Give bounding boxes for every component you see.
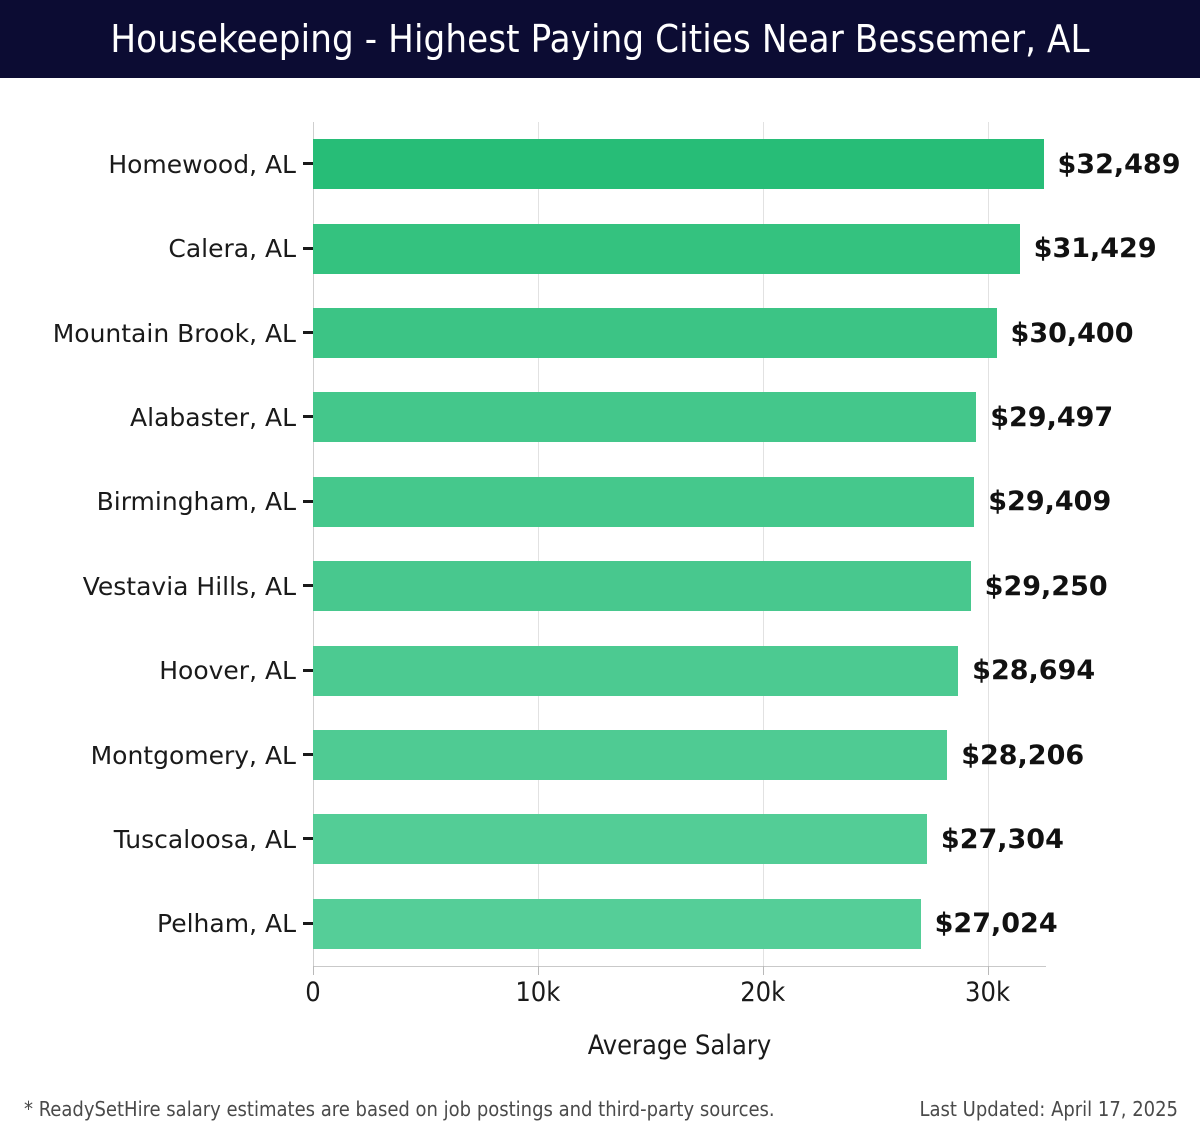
bar-row: Pelham, AL $27,024 [0, 898, 1200, 949]
bar-value-label: $29,250 [984, 570, 1108, 602]
bar-row: Homewood, AL $32,489 [0, 139, 1200, 190]
y-axis-line [313, 122, 314, 966]
bar[interactable] [313, 561, 971, 612]
bar[interactable] [313, 645, 959, 696]
bar-value-label: $29,497 [990, 401, 1114, 433]
page-title: Housekeeping - Highest Paying Cities Nea… [110, 17, 1090, 61]
bar[interactable] [313, 308, 997, 358]
x-tick-mark [987, 966, 989, 975]
x-axis-line [313, 966, 1046, 967]
bar-value-label: $32,489 [1057, 148, 1181, 180]
category-label: Hoover, AL [159, 656, 296, 686]
category-label: Mountain Brook, AL [52, 318, 296, 348]
category-label: Montgomery, AL [90, 740, 296, 770]
x-tick-label: 10k [515, 977, 561, 1008]
x-tick-label: 20k [740, 977, 786, 1008]
bar-row: Montgomery, AL $28,206 [0, 730, 1200, 780]
x-tick-mark [762, 966, 764, 975]
bar-value-label: $30,400 [1010, 317, 1134, 349]
bar[interactable] [313, 139, 1044, 190]
bar[interactable] [313, 476, 975, 527]
bar-value-label: $28,694 [972, 655, 1096, 687]
bar-row: Hoover, AL $28,694 [0, 645, 1200, 696]
x-tick-label: 30k [965, 977, 1011, 1008]
category-label: Calera, AL [168, 234, 296, 264]
y-tick-mark [303, 921, 313, 925]
x-axis-title: Average Salary [587, 1030, 772, 1061]
bar[interactable] [313, 898, 921, 949]
bar-row: Vestavia Hills, AL $29,250 [0, 561, 1200, 612]
bar-value-label: $27,024 [934, 908, 1058, 940]
x-tick-label: 0 [305, 977, 321, 1008]
gridline [537, 122, 539, 966]
bar[interactable] [313, 814, 927, 865]
bar-value-label: $29,409 [988, 486, 1112, 518]
category-label: Tuscaloosa, AL [113, 824, 296, 854]
bar-row: Tuscaloosa, AL $27,304 [0, 814, 1200, 865]
bar-value-label: $27,304 [940, 823, 1064, 855]
x-tick-mark [537, 966, 539, 975]
footer-last-updated: Last Updated: April 17, 2025 [919, 1097, 1179, 1121]
y-tick-mark [303, 753, 313, 756]
footer-note: * ReadySetHire salary estimates are base… [24, 1097, 775, 1121]
y-tick-mark [303, 331, 313, 334]
category-label: Pelham, AL [157, 909, 296, 939]
gridline [762, 122, 764, 966]
y-tick-mark [303, 162, 313, 166]
y-tick-mark [303, 415, 313, 419]
category-label: Birmingham, AL [96, 487, 296, 517]
y-tick-mark [303, 668, 313, 672]
y-tick-mark [303, 837, 313, 841]
y-tick-mark [303, 246, 313, 250]
header-band [0, 0, 1200, 78]
bar-row: Calera, AL $31,429 [0, 223, 1200, 274]
x-tick-mark [313, 966, 314, 975]
bar-row: Birmingham, AL $29,409 [0, 476, 1200, 527]
gridline [987, 122, 989, 966]
y-tick-mark [303, 499, 313, 503]
bar-value-label: $31,429 [1033, 233, 1157, 265]
y-tick-mark [303, 584, 313, 588]
category-label: Homewood, AL [108, 149, 296, 179]
bar[interactable] [313, 392, 977, 443]
bar[interactable] [313, 223, 1020, 274]
bar-value-label: $28,206 [961, 739, 1085, 771]
bar-row: Alabaster, AL $29,497 [0, 392, 1200, 443]
bar[interactable] [313, 730, 948, 780]
bar-row: Mountain Brook, AL $30,400 [0, 308, 1200, 358]
category-label: Vestavia Hills, AL [82, 571, 296, 601]
category-label: Alabaster, AL [130, 402, 296, 432]
